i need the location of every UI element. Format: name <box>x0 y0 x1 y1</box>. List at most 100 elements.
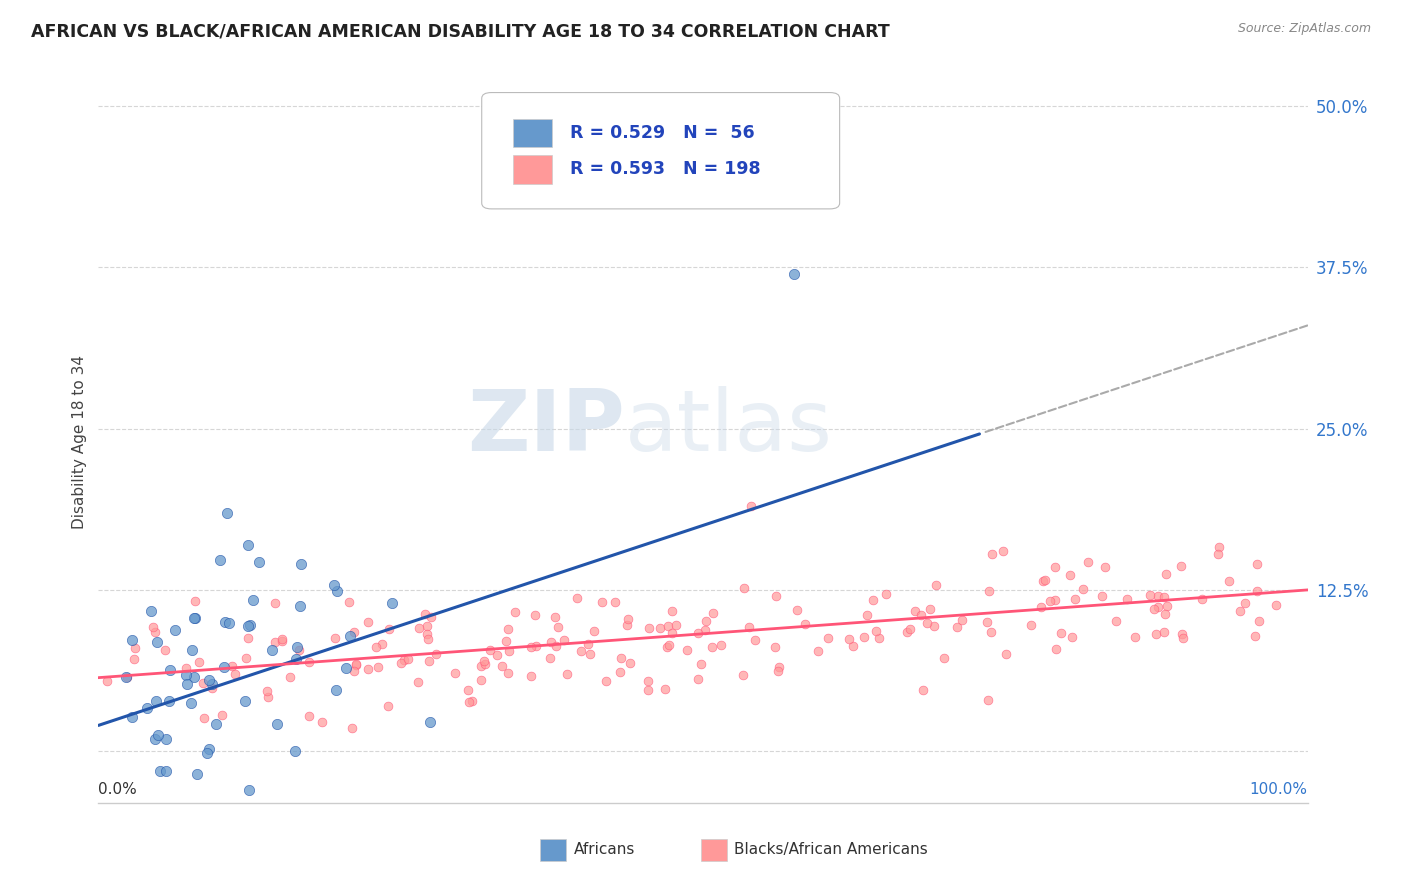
Point <box>115 669 138 683</box>
Point <box>1156 599 1178 613</box>
Point <box>458 695 481 709</box>
Point <box>325 682 347 697</box>
Point <box>470 659 492 673</box>
Point <box>1045 641 1067 656</box>
Point <box>357 662 380 676</box>
Point <box>242 593 264 607</box>
Point <box>184 611 207 625</box>
Text: 0.0%: 0.0% <box>98 781 138 797</box>
Point <box>121 710 143 724</box>
Point <box>915 616 938 631</box>
Point <box>344 657 367 671</box>
Point <box>270 634 292 648</box>
Point <box>298 655 321 669</box>
Point <box>994 647 1017 661</box>
Point <box>856 607 879 622</box>
Point <box>1077 555 1099 569</box>
Point <box>121 633 143 648</box>
Point <box>977 693 1000 707</box>
Point <box>793 617 815 632</box>
Point <box>217 506 239 520</box>
Point <box>1147 600 1170 615</box>
Point <box>1094 560 1116 574</box>
Point <box>657 619 679 633</box>
Point <box>952 613 974 627</box>
Point <box>479 643 502 657</box>
Point <box>416 632 439 647</box>
Text: Source: ZipAtlas.com: Source: ZipAtlas.com <box>1237 22 1371 36</box>
Point <box>257 690 280 704</box>
Point <box>155 732 177 747</box>
Point <box>658 638 681 652</box>
Point <box>183 611 205 625</box>
Point <box>661 626 683 640</box>
Point <box>288 599 311 614</box>
Point <box>221 659 243 673</box>
Point <box>896 625 918 640</box>
Point <box>278 670 301 684</box>
Point <box>496 622 519 636</box>
Point <box>1064 592 1087 607</box>
Point <box>264 635 287 649</box>
Point <box>695 615 717 629</box>
Point <box>638 621 661 635</box>
Point <box>523 608 546 623</box>
Point <box>356 615 378 629</box>
Point <box>195 746 218 760</box>
Text: Africans: Africans <box>574 842 636 857</box>
Point <box>180 697 202 711</box>
Point <box>96 673 118 688</box>
FancyBboxPatch shape <box>513 154 551 184</box>
Point <box>868 631 890 645</box>
Point <box>201 677 224 691</box>
Point <box>323 632 346 646</box>
Point <box>284 743 307 757</box>
Point <box>637 674 659 689</box>
Point <box>235 650 257 665</box>
Point <box>143 624 166 639</box>
Point <box>1153 590 1175 604</box>
Point <box>371 637 394 651</box>
Text: R = 0.593   N = 198: R = 0.593 N = 198 <box>569 161 761 178</box>
Point <box>1264 599 1286 613</box>
Point <box>233 694 256 708</box>
Point <box>946 620 969 634</box>
Point <box>198 673 221 687</box>
Point <box>378 622 401 636</box>
Text: 100.0%: 100.0% <box>1250 781 1308 797</box>
Point <box>617 612 640 626</box>
Point <box>1234 596 1257 610</box>
Point <box>165 623 187 637</box>
Point <box>323 578 346 592</box>
Point <box>146 728 169 742</box>
Point <box>1033 573 1056 587</box>
Point <box>408 621 430 635</box>
Point <box>470 673 492 688</box>
Point <box>419 714 441 729</box>
Point <box>976 615 998 629</box>
Point <box>733 582 755 596</box>
Point <box>159 664 181 678</box>
Point <box>981 547 1004 561</box>
Point <box>288 642 311 657</box>
Point <box>247 555 270 569</box>
Point <box>637 683 659 698</box>
Point <box>115 670 138 684</box>
Point <box>211 708 233 723</box>
Point <box>1246 584 1268 599</box>
Point <box>1147 589 1170 603</box>
Point <box>461 694 484 708</box>
Point <box>239 617 262 632</box>
Point <box>176 661 198 675</box>
Point <box>1032 574 1054 588</box>
Point <box>146 634 169 648</box>
Point <box>912 683 935 698</box>
Text: AFRICAN VS BLACK/AFRICAN AMERICAN DISABILITY AGE 18 TO 34 CORRELATION CHART: AFRICAN VS BLACK/AFRICAN AMERICAN DISABI… <box>31 22 890 40</box>
FancyBboxPatch shape <box>513 119 551 147</box>
Point <box>1038 594 1060 608</box>
Point <box>693 623 716 637</box>
Point <box>583 624 606 639</box>
Point <box>186 767 208 781</box>
Point <box>1246 557 1268 571</box>
Point <box>326 584 349 599</box>
